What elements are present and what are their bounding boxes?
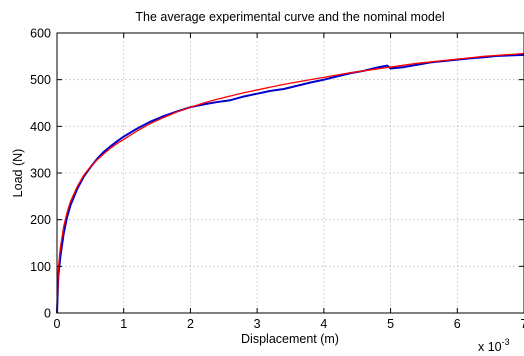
x-tick-label: 4 <box>320 317 327 331</box>
x-tick-label: 6 <box>454 317 461 331</box>
x-tick-label: 7 <box>521 317 524 331</box>
x-tick-label: 5 <box>387 317 394 331</box>
x-axis-multiplier-exponent: -3 <box>502 337 510 347</box>
y-tick-label: 600 <box>30 27 51 41</box>
series-line-2 <box>56 52 524 314</box>
x-axis-multiplier: x 10-3 <box>478 337 510 354</box>
grid <box>57 33 524 313</box>
x-axis-multiplier-base: x 10 <box>478 340 502 354</box>
chart-title: The average experimental curve and the n… <box>135 10 444 24</box>
y-tick-label: 0 <box>44 307 51 321</box>
x-tick-label: 0 <box>54 317 61 331</box>
series-line-1 <box>56 53 524 314</box>
y-tick-label: 200 <box>30 213 51 227</box>
axis-ticks: 0 1 2 3 4 5 6 7 0 100 200 300 400 500 600 <box>30 27 524 331</box>
y-tick-label: 300 <box>30 167 51 181</box>
y-axis-label: Load (N) <box>11 149 25 198</box>
x-tick-label: 1 <box>120 317 127 331</box>
x-tick-label: 3 <box>254 317 261 331</box>
y-tick-label: 500 <box>30 73 51 87</box>
series-layer <box>56 52 524 314</box>
x-tick-label: 2 <box>187 317 194 331</box>
x-axis-label: Displacement (m) <box>241 332 339 346</box>
y-tick-label: 400 <box>30 120 51 134</box>
y-tick-label: 100 <box>30 260 51 274</box>
